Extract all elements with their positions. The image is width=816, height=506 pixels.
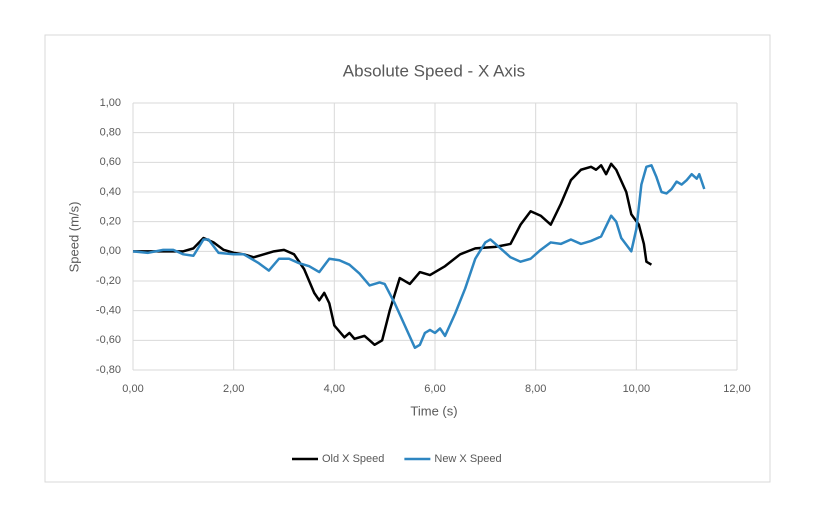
y-tick-label: -0,60 <box>96 334 121 346</box>
data-line <box>133 162 653 347</box>
x-tick-label: 6,00 <box>424 383 445 395</box>
x-axis-label: Time (s) <box>410 403 457 418</box>
y-tick-label: 1,00 <box>100 97 121 109</box>
y-axis-label: Speed (m/s) <box>66 202 81 273</box>
chart-title: Absolute Speed - X Axis <box>343 61 525 80</box>
x-tick-label: 10,00 <box>623 383 651 395</box>
x-tick-label: 8,00 <box>525 383 546 395</box>
chart-frame <box>44 34 771 483</box>
y-tick-label: 0,60 <box>100 156 121 168</box>
y-tick-label: -0,80 <box>96 364 121 376</box>
y-tick-label: 0,80 <box>100 127 121 139</box>
y-tick-label: 0,40 <box>100 186 121 198</box>
x-tick-label: 4,00 <box>324 383 345 395</box>
x-tick-label: 12,00 <box>723 383 751 395</box>
legend-label: New X Speed <box>434 453 501 465</box>
y-tick-label: 0,20 <box>100 216 121 228</box>
legend-label: Old X Speed <box>322 453 384 465</box>
y-tick-label: 0,00 <box>100 245 121 257</box>
data-line <box>132 164 706 349</box>
y-tick-label: -0,40 <box>96 305 121 317</box>
x-tick-label: 0,00 <box>122 383 143 395</box>
y-tick-label: -0,20 <box>96 275 121 287</box>
x-tick-label: 2,00 <box>223 383 244 395</box>
